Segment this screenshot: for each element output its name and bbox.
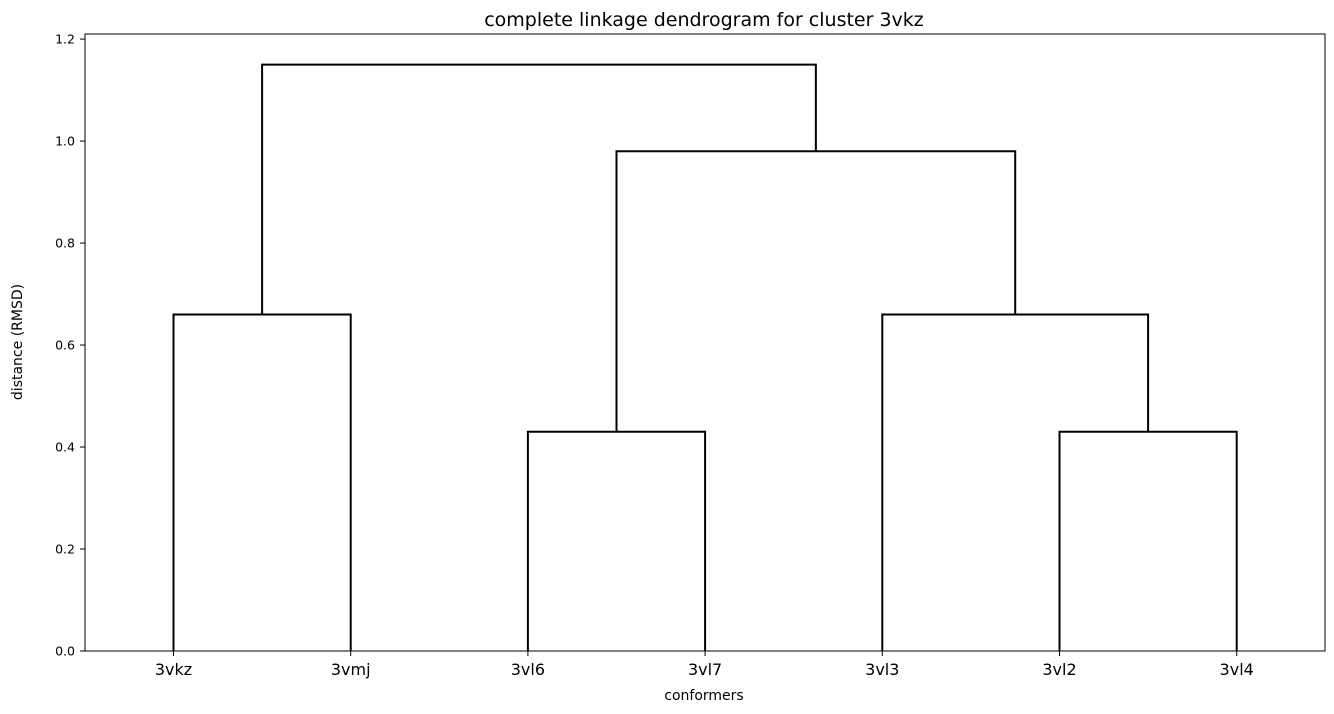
x-tick-label: 3vl7 — [688, 660, 722, 679]
dendrogram-link — [172, 313, 352, 651]
dendrogram-link — [526, 430, 707, 651]
y-axis-label: distance (RMSD) — [10, 284, 26, 400]
y-tick-label: 1.0 — [55, 134, 75, 149]
x-tick-label: 3vkz — [155, 660, 192, 679]
y-axis-ticks: 0.0 0.2 0.4 0.6 0.8 1.0 1.2 — [55, 32, 85, 659]
y-tick-label: 0.8 — [55, 236, 75, 251]
y-tick-label: 0.4 — [55, 440, 75, 455]
y-tick-label: 0.0 — [55, 644, 75, 659]
x-axis-ticks: 3vkz 3vmj 3vl6 3vl7 3vl3 3vl2 3vl4 — [155, 651, 1254, 679]
x-tick-label: 3vl2 — [1042, 660, 1076, 679]
dendrogram-links — [172, 63, 1238, 651]
x-tick-label: 3vl6 — [511, 660, 545, 679]
chart-title: complete linkage dendrogram for cluster … — [484, 9, 924, 31]
dendrogram-link — [1058, 430, 1238, 651]
x-tick-label: 3vl3 — [865, 660, 899, 679]
y-tick-label: 0.6 — [55, 338, 75, 353]
y-tick-label: 0.2 — [55, 542, 75, 557]
x-tick-label: 3vl4 — [1220, 660, 1254, 679]
x-tick-label: 3vmj — [331, 660, 371, 679]
dendrogram-link — [881, 313, 1150, 651]
dendrogram-link — [261, 63, 817, 315]
x-axis-label: conformers — [664, 688, 743, 704]
dendrogram-link — [615, 150, 1017, 432]
y-tick-label: 1.2 — [55, 32, 75, 47]
